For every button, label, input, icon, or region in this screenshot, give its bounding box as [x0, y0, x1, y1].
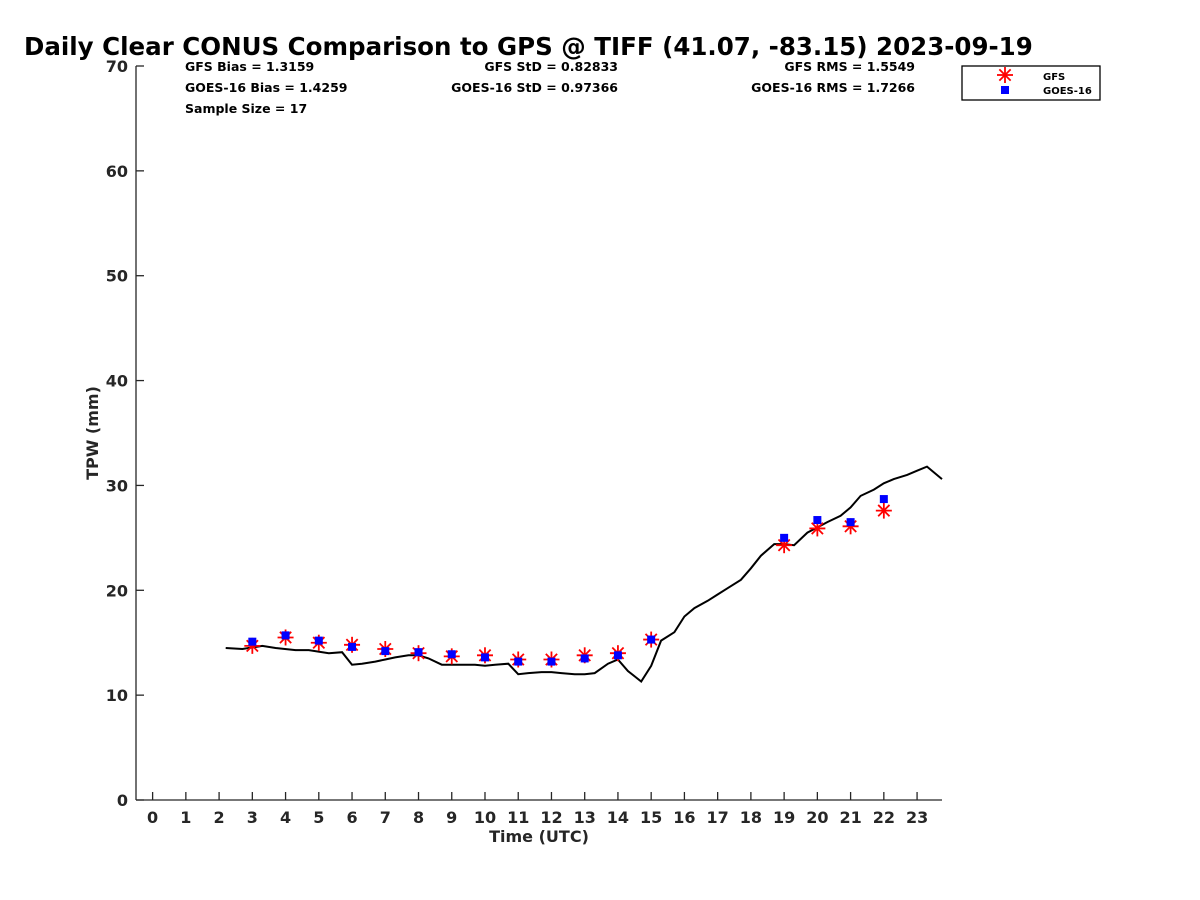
- x-tick-label: 21: [839, 808, 861, 827]
- x-tick-label: 20: [806, 808, 828, 827]
- x-tick-label: 16: [673, 808, 695, 827]
- x-tick-label: 18: [740, 808, 762, 827]
- y-tick-label: 50: [106, 267, 128, 286]
- x-tick-label: 3: [247, 808, 258, 827]
- star-stroke: [811, 522, 824, 535]
- star-stroke: [998, 68, 1012, 82]
- goes-point: [381, 647, 390, 656]
- gfs-point: [875, 502, 892, 519]
- x-tick-label: 15: [640, 808, 662, 827]
- gps-series-line: [225, 465, 943, 683]
- goes-point: [879, 495, 888, 504]
- stat-gfs-std: GFS StD = 0.82833: [484, 59, 618, 74]
- legend-goes-marker: [1001, 86, 1009, 94]
- goes-point: [580, 654, 589, 663]
- y-tick-label: 10: [106, 686, 128, 705]
- x-tick-label: 19: [773, 808, 795, 827]
- series-layer: [225, 465, 943, 683]
- goes-point: [248, 637, 257, 646]
- x-tick-label: 11: [507, 808, 529, 827]
- x-tick-label: 4: [280, 808, 291, 827]
- x-tick-label: 23: [906, 808, 928, 827]
- goes-point: [846, 518, 855, 527]
- goes-point: [813, 516, 822, 525]
- goes-point: [780, 533, 789, 542]
- goes-point: [613, 651, 622, 660]
- stat-goes-bias: GOES-16 Bias = 1.4259: [185, 80, 347, 95]
- y-tick-label: 60: [106, 162, 128, 181]
- legend-goes-label: GOES-16: [1043, 86, 1092, 97]
- x-tick-label: 1: [180, 808, 191, 827]
- x-tick-label: 14: [607, 808, 629, 827]
- x-tick-label: 8: [413, 808, 424, 827]
- y-ticks: 0 10 20 30 40 50 60 70: [106, 57, 144, 810]
- goes-point: [314, 636, 323, 645]
- stat-gfs-rms: GFS RMS = 1.5549: [784, 59, 915, 74]
- goes-point: [414, 648, 423, 657]
- stat-goes-std: GOES-16 StD = 0.97366: [451, 80, 618, 95]
- star-stroke: [877, 504, 891, 517]
- stat-goes-rms: GOES-16 RMS = 1.7266: [751, 80, 915, 95]
- legend-gfs-label: GFS: [1043, 72, 1065, 83]
- stat-sample-size: Sample Size = 17: [185, 101, 307, 116]
- x-tick-label: 2: [214, 808, 225, 827]
- stat-gfs-bias: GFS Bias = 1.3159: [185, 59, 314, 74]
- x-tick-label: 7: [380, 808, 391, 827]
- legend-star: [997, 67, 1013, 83]
- goes-point: [447, 650, 456, 659]
- x-tick-label: 10: [474, 808, 496, 827]
- x-tick-label: 22: [873, 808, 895, 827]
- x-tick-label: 5: [313, 808, 324, 827]
- x-axis-label: Time (UTC): [489, 827, 589, 846]
- y-tick-label: 0: [117, 791, 128, 810]
- legend-gfs-marker: [997, 67, 1013, 83]
- chart-title: Daily Clear CONUS Comparison to GPS @ TI…: [24, 32, 1033, 61]
- legend: GFS GOES-16: [961, 65, 1101, 101]
- goes-point: [514, 657, 523, 666]
- y-tick-label: 20: [106, 581, 128, 600]
- goes-point: [547, 657, 556, 666]
- x-tick-label: 9: [446, 808, 457, 827]
- y-tick-label: 40: [106, 372, 128, 391]
- y-axis-label: TPW (mm): [83, 386, 102, 480]
- goes-point: [647, 635, 656, 644]
- x-tick-label: 0: [147, 808, 158, 827]
- x-tick-label: 6: [346, 808, 357, 827]
- x-ticks: 0 1 2 3 4 5 6 7 8 9 10 11 12 13 14 15 16 17 18 19 20 21 22 23: [147, 792, 928, 827]
- goes-point: [348, 642, 357, 651]
- x-tick-label: 13: [574, 808, 596, 827]
- goes-point: [281, 631, 290, 640]
- y-tick-label: 30: [106, 476, 128, 495]
- legend-box: [961, 65, 1101, 101]
- x-tick-label: 12: [540, 808, 562, 827]
- x-tick-label: 17: [707, 808, 729, 827]
- y-tick-label: 70: [106, 57, 128, 76]
- goes-point: [480, 653, 489, 662]
